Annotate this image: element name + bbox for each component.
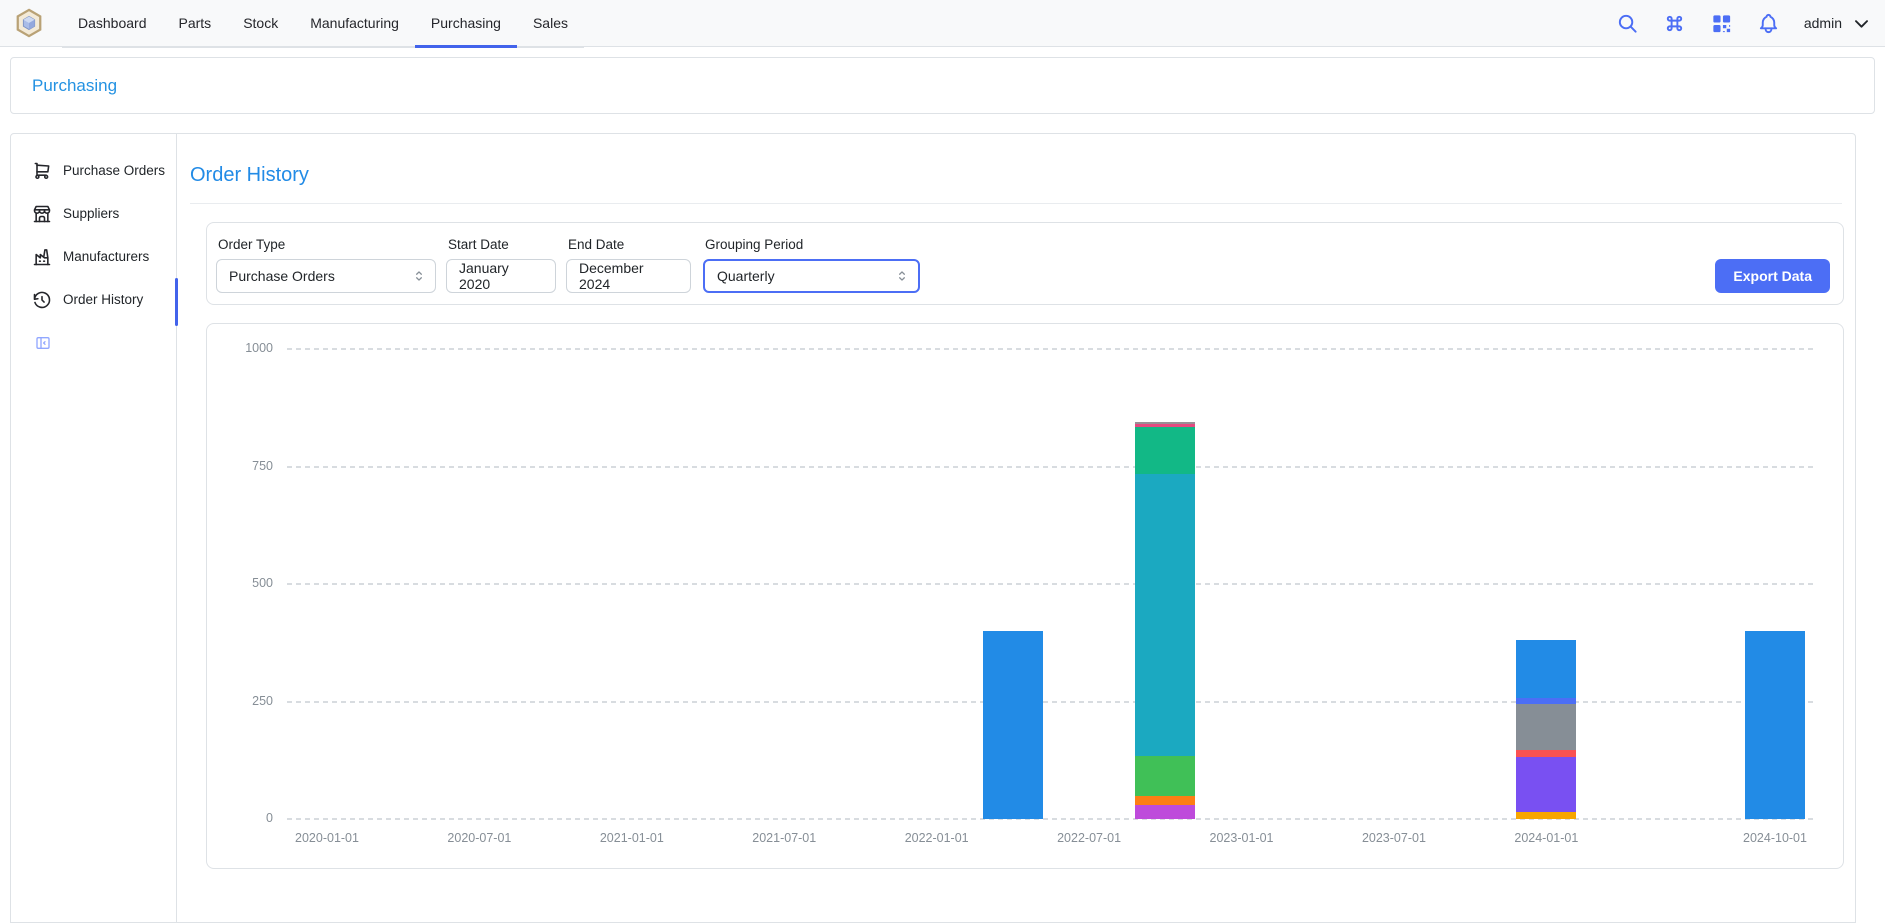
filter-bar: Order Type Purchase Orders Start Date Ja… — [206, 222, 1844, 305]
start-date-group: Start Date January 2020 — [446, 237, 556, 293]
app-logo-icon[interactable] — [14, 8, 44, 38]
tab-dashboard[interactable]: Dashboard — [62, 1, 163, 46]
sidebar-item-order-history[interactable]: Order History — [11, 278, 176, 321]
bar-segment-blue[interactable] — [983, 631, 1043, 819]
title-divider — [190, 203, 1842, 204]
bar-segment-violet[interactable] — [1516, 757, 1576, 812]
y-gridline — [287, 818, 1814, 820]
bar-segment-green[interactable] — [1135, 756, 1195, 796]
y-gridline — [287, 701, 1814, 703]
sidebar-item-label: Suppliers — [63, 206, 119, 221]
user-menu[interactable]: admin — [1804, 14, 1871, 33]
end-date-value: December 2024 — [579, 260, 678, 292]
order-type-group: Order Type Purchase Orders — [216, 237, 436, 293]
x-axis-tick-label: 2022-07-01 — [1029, 831, 1149, 845]
qr-scan-icon[interactable] — [1710, 12, 1733, 35]
main-content: Order History Order Type Purchase Orders… — [177, 134, 1855, 922]
sidebar: Purchase Orders Suppliers Manufacturers … — [11, 134, 177, 922]
y-axis-tick-label: 500 — [211, 576, 273, 590]
start-date-label: Start Date — [448, 237, 556, 252]
page-title: Order History — [190, 164, 1842, 187]
notification-bell-icon[interactable] — [1757, 12, 1780, 35]
command-palette-icon[interactable] — [1663, 12, 1686, 35]
bar-segment-gray[interactable] — [1135, 422, 1195, 424]
x-axis-tick-label: 2021-01-01 — [572, 831, 692, 845]
export-data-button[interactable]: Export Data — [1715, 259, 1830, 293]
x-axis-tick-label: 2023-01-01 — [1182, 831, 1302, 845]
end-date-group: End Date December 2024 — [566, 237, 691, 293]
tab-parts[interactable]: Parts — [163, 1, 228, 46]
chart-card: 0 250 500 750 1000 2020-01-01 2020-07-01 2021-0… — [206, 323, 1844, 869]
tab-sales[interactable]: Sales — [517, 1, 584, 46]
x-axis-tick-label: 2020-01-01 — [267, 831, 387, 845]
bar-segment-blue[interactable] — [1745, 631, 1805, 819]
history-icon — [32, 290, 52, 310]
collapse-sidebar-icon[interactable] — [35, 335, 51, 351]
x-axis-tick-label: 2021-07-01 — [724, 831, 844, 845]
bar-segment-cyan[interactable] — [1135, 474, 1195, 756]
app-header: Dashboard Parts Stock Manufacturing Purc… — [0, 0, 1885, 47]
sidebar-item-suppliers[interactable]: Suppliers — [11, 192, 176, 235]
search-icon[interactable] — [1616, 12, 1639, 35]
bar-segment-pink[interactable] — [1135, 424, 1195, 427]
order-type-select[interactable]: Purchase Orders — [216, 259, 436, 293]
username-label: admin — [1804, 15, 1842, 31]
start-date-value: January 2020 — [459, 260, 543, 292]
sidebar-item-label: Order History — [63, 292, 143, 307]
select-chevrons-icon — [412, 269, 426, 283]
x-axis-tick-label: 2023-07-01 — [1334, 831, 1454, 845]
tab-manufacturing[interactable]: Manufacturing — [294, 1, 415, 46]
y-axis-tick-label: 750 — [211, 459, 273, 473]
y-gridline — [287, 583, 1814, 585]
select-chevrons-icon — [895, 269, 909, 283]
x-axis-tick-label: 2024-10-01 — [1715, 831, 1835, 845]
y-axis-tick-label: 250 — [211, 694, 273, 708]
sidebar-item-label: Purchase Orders — [63, 163, 165, 178]
grouping-period-select[interactable]: Quarterly — [703, 259, 920, 293]
bar-segment-orange[interactable] — [1135, 796, 1195, 804]
y-gridline — [287, 348, 1814, 350]
tab-stock[interactable]: Stock — [227, 1, 294, 46]
bar-segment-teal[interactable] — [1135, 427, 1195, 474]
bar-segment-grape[interactable] — [1135, 805, 1195, 819]
end-date-input[interactable]: December 2024 — [566, 259, 691, 293]
bar-segment-red[interactable] — [1516, 750, 1576, 757]
header-actions: admin — [1616, 12, 1871, 35]
bar-segment-yellow[interactable] — [1516, 812, 1576, 819]
building-factory-icon — [32, 247, 52, 267]
bar-segment-indigo[interactable] — [1516, 698, 1576, 704]
tab-purchasing[interactable]: Purchasing — [415, 1, 517, 46]
order-history-chart: 0 250 500 750 1000 2020-01-01 2020-07-01 2021-0… — [207, 324, 1843, 868]
breadcrumb-purchasing-link[interactable]: Purchasing — [32, 76, 117, 96]
bar-segment-gray[interactable] — [1516, 704, 1576, 750]
order-type-value: Purchase Orders — [229, 268, 335, 284]
start-date-input[interactable]: January 2020 — [446, 259, 556, 293]
y-axis-tick-label: 0 — [211, 811, 273, 825]
sidebar-item-label: Manufacturers — [63, 249, 149, 264]
y-gridline — [287, 466, 1814, 468]
grouping-period-group: Grouping Period Quarterly — [703, 237, 920, 293]
grouping-period-value: Quarterly — [717, 268, 775, 284]
x-axis-tick-label: 2024-01-01 — [1486, 831, 1606, 845]
grouping-period-label: Grouping Period — [705, 237, 920, 252]
end-date-label: End Date — [568, 237, 691, 252]
x-axis-tick-label: 2022-01-01 — [877, 831, 997, 845]
sidebar-item-manufacturers[interactable]: Manufacturers — [11, 235, 176, 278]
chevron-down-icon — [1852, 14, 1871, 33]
breadcrumb: Purchasing — [10, 57, 1875, 114]
bar-segment-blue[interactable] — [1516, 640, 1576, 698]
content-panel: Purchase Orders Suppliers Manufacturers … — [10, 133, 1856, 923]
y-axis-tick-label: 1000 — [211, 341, 273, 355]
order-type-label: Order Type — [218, 237, 436, 252]
sidebar-item-purchase-orders[interactable]: Purchase Orders — [11, 149, 176, 192]
building-store-icon — [32, 204, 52, 224]
x-axis-tick-label: 2020-07-01 — [419, 831, 539, 845]
main-nav: Dashboard Parts Stock Manufacturing Purc… — [62, 1, 584, 48]
shopping-cart-icon — [32, 161, 52, 181]
